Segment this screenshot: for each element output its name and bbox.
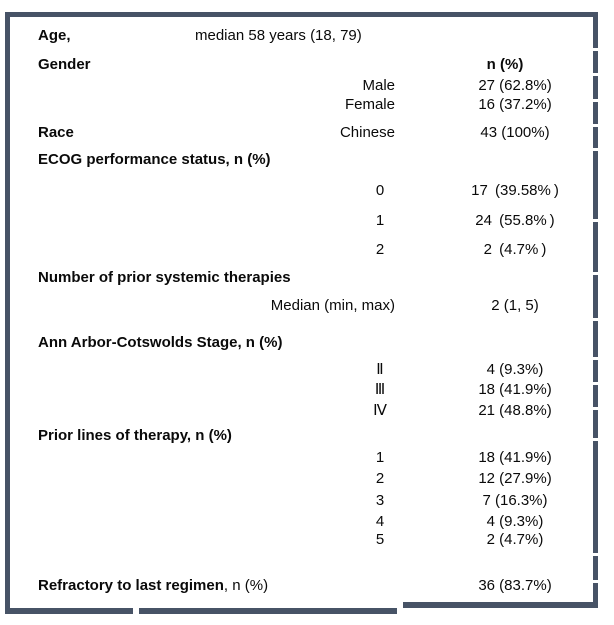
gender-female-value: 16 (37.2%) [478, 96, 552, 113]
gender-male-value: 27 (62.8%) [478, 77, 552, 94]
border-gap [593, 318, 598, 321]
ecog-1-label: 1 [375, 212, 385, 229]
border-gap [593, 99, 598, 102]
age-value: median 58 years (18, 79) [195, 27, 362, 44]
stage-2-value: 4 (9.3%) [486, 361, 544, 378]
gender-male-label: Male [362, 77, 395, 94]
refractory-label-suffix: , n (%) [223, 577, 269, 594]
row-label-prior-lines: Prior lines of therapy, n (%) [38, 427, 232, 444]
table-border-left [5, 12, 10, 614]
race-value: 43 (100%) [480, 124, 550, 141]
ecog-1-value: 24 (55.8% ) [475, 212, 555, 229]
table-border-bottom-right [403, 602, 598, 608]
refractory-value: 36 (83.7%) [478, 577, 552, 594]
border-gap [593, 219, 598, 222]
border-gap [593, 48, 598, 51]
gender-female-label: Female [344, 96, 395, 113]
border-gap [593, 553, 598, 556]
row-label-stage: Ann Arbor-Cotswolds Stage, n (%) [38, 334, 283, 351]
ecog-2-label: 2 [375, 241, 385, 258]
stage-3-label: Ⅲ [374, 381, 386, 398]
prior-lines-1-value: 18 (41.9%) [478, 449, 552, 466]
border-gap [593, 382, 598, 385]
ecog-0-label: 0 [375, 182, 385, 199]
border-gap [593, 73, 598, 76]
ecog-2-value: 2 (4.7% ) [483, 241, 547, 258]
border-gap [593, 438, 598, 441]
table-border-bottom-mid [139, 608, 397, 614]
stage-3-value: 18 (41.9%) [478, 381, 552, 398]
column-header-n-pct: n (%) [486, 56, 524, 73]
border-gap [593, 148, 598, 151]
prior-lines-3-label: 3 [375, 492, 385, 509]
prior-lines-5-value: 2 (4.7%) [486, 531, 544, 548]
border-gap [593, 124, 598, 127]
prior-systemic-value: 2 (1, 5) [491, 297, 539, 314]
prior-lines-2-label: 2 [375, 470, 385, 487]
border-gap [593, 272, 598, 275]
border-gap [593, 580, 598, 583]
stage-4-value: 21 (48.8%) [478, 402, 552, 419]
refractory-label-bold: Refractory to last regimen [38, 577, 224, 594]
stage-2-label: Ⅱ [376, 361, 384, 378]
row-label-ecog: ECOG performance status, n (%) [38, 151, 271, 168]
stage-4-label: Ⅳ [373, 402, 387, 419]
prior-systemic-item-label: Median (min, max) [270, 297, 395, 314]
prior-lines-5-label: 5 [375, 531, 385, 548]
table-border-top [5, 12, 598, 17]
border-gap [593, 357, 598, 360]
row-label-refractory: Refractory to last regimen, n (%) [38, 577, 268, 594]
table-border-bottom-left [5, 608, 133, 614]
row-label-prior-systemic: Number of prior systemic therapies [38, 269, 291, 286]
row-label-gender: Gender [38, 56, 91, 73]
row-label-race: Race [38, 124, 74, 141]
ecog-0-value: 17 (39.58% ) [471, 182, 559, 199]
prior-lines-4-label: 4 [375, 513, 385, 530]
prior-lines-1-label: 1 [375, 449, 385, 466]
table-border-right [593, 12, 598, 608]
prior-lines-2-value: 12 (27.9%) [478, 470, 552, 487]
row-label-age: Age, [38, 27, 71, 44]
prior-lines-3-value: 7 (16.3%) [482, 492, 548, 509]
prior-lines-4-value: 4 (9.3%) [486, 513, 544, 530]
border-gap [593, 407, 598, 410]
race-item-label: Chinese [339, 124, 395, 141]
